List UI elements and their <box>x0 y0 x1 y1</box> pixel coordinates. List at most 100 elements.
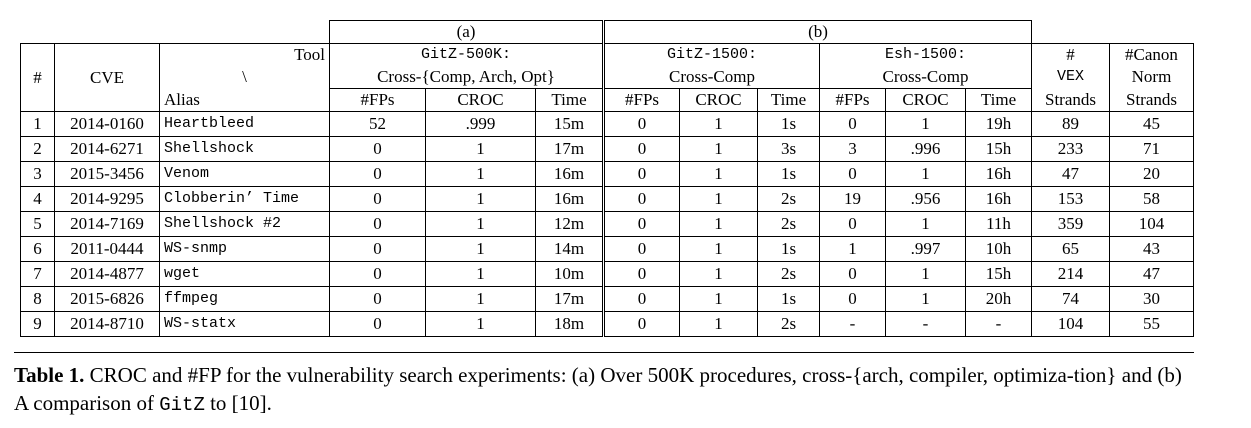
table-body: 1 2014-0160 Heartbleed 52.999 15m 0 1 1s 0 1 19h 89… <box>20 111 1194 337</box>
b-croc-cell: 1 <box>679 161 758 187</box>
b-fps-cell: 0 <box>602 111 680 137</box>
group-b-label: (b) <box>602 20 1032 44</box>
e-fps-cell: 0 <box>819 211 886 237</box>
a-croc-cell: 1 <box>425 186 536 212</box>
e-croc-cell: .956 <box>885 186 966 212</box>
group-a-label: (a) <box>329 20 604 44</box>
b-fps-cell: 0 <box>602 236 680 262</box>
table-row: 2 2014-6271 Shellshock 0 1 17m 0 1 3s 3.996 15h 233… <box>20 136 1194 162</box>
b-croc-cell: 1 <box>679 211 758 237</box>
vex-cell: 65 <box>1031 236 1110 262</box>
b-time-cell: 1s <box>757 236 820 262</box>
e-time-cell: 16h <box>965 186 1032 212</box>
header-row-3: Alias #FPs CROC Time #FPs CROC Time #FPs… <box>21 88 1194 112</box>
cve-cell: 2015-3456 <box>54 161 160 187</box>
gitz500k-desc: Cross-{Comp, Arch, Opt} <box>329 66 604 89</box>
row-number: 5 <box>20 211 55 237</box>
vex-cell: 153 <box>1031 186 1110 212</box>
a-time-header: Time <box>535 88 604 112</box>
b-time-cell: 3s <box>757 136 820 162</box>
b-time-header: Time <box>757 88 820 112</box>
b-fps-cell: 0 <box>602 311 680 337</box>
alias-cell: Clobberin’ Time <box>159 186 330 212</box>
e-croc-cell: .996 <box>885 136 966 162</box>
a-croc-cell: 1 <box>425 161 536 187</box>
a-time-cell: 18m <box>535 311 604 337</box>
b-fps-header: #FPs <box>602 88 680 112</box>
caption-text-1: CROC and #FP for the vulnerability searc… <box>14 363 1182 415</box>
vex-cell: 359 <box>1031 211 1110 237</box>
caption-gitz: GitZ <box>159 394 205 416</box>
a-time-cell: 12m <box>535 211 604 237</box>
e-fps-header: #FPs <box>819 88 886 112</box>
canon-cell: 71 <box>1109 136 1194 162</box>
alias-cell: wget <box>159 261 330 287</box>
e-time-cell: 20h <box>965 286 1032 312</box>
a-fps-header: #FPs <box>329 88 426 112</box>
canon-cell: 104 <box>1109 211 1194 237</box>
e-fps-cell: 1 <box>819 236 886 262</box>
canon-header-1: #Canon <box>1109 43 1194 66</box>
b-fps-cell: 0 <box>602 286 680 312</box>
e-croc-cell: 1 <box>885 111 966 137</box>
alias-cell: Heartbleed <box>159 111 330 137</box>
tool-header: Tool <box>159 43 330 66</box>
vex-header-2: VEX <box>1031 66 1110 89</box>
cve-cell: 2014-0160 <box>54 111 160 137</box>
vex-cell: 74 <box>1031 286 1110 312</box>
e-croc-cell: 1 <box>885 161 966 187</box>
e-croc-cell: 1 <box>885 286 966 312</box>
esh1500-header: Esh-1500: <box>819 43 1032 66</box>
backslash-header: \ <box>159 66 330 89</box>
cve-cell: 2014-6271 <box>54 136 160 162</box>
alias-cell: Shellshock #2 <box>159 211 330 237</box>
esh1500-desc: Cross-Comp <box>819 66 1032 89</box>
header-row-1: # CVE Tool GitZ-500K: GitZ-1500: Esh-150… <box>20 43 1194 112</box>
vex-cell: 233 <box>1031 136 1110 162</box>
a-fps-cell: 0 <box>329 311 426 337</box>
e-croc-cell: - <box>885 311 966 337</box>
results-table-container: (a) (b) # CVE Tool GitZ-500K: GitZ-1500:… <box>20 20 1194 337</box>
vex-cell: 214 <box>1031 261 1110 287</box>
e-fps-cell: - <box>819 311 886 337</box>
a-time-cell: 10m <box>535 261 604 287</box>
b-croc-header: CROC <box>679 88 758 112</box>
row-number: 8 <box>20 286 55 312</box>
row-number: 2 <box>20 136 55 162</box>
e-time-cell: 10h <box>965 236 1032 262</box>
results-table: (a) (b) # CVE Tool GitZ-500K: GitZ-1500:… <box>20 20 1194 337</box>
vex-cell: 104 <box>1031 311 1110 337</box>
caption-label: Table 1. <box>14 363 85 387</box>
row-number: 9 <box>20 311 55 337</box>
a-croc-cell: 1 <box>425 236 536 262</box>
e-time-cell: 16h <box>965 161 1032 187</box>
table-row: 6 2011-0444 WS-snmp 0 1 14m 0 1 1s 1.997 10h 65 43 <box>20 236 1194 262</box>
canon-cell: 55 <box>1109 311 1194 337</box>
gitz500k-header: GitZ-500K: <box>329 43 604 66</box>
a-fps-cell: 0 <box>329 211 426 237</box>
a-fps-cell: 52 <box>329 111 426 137</box>
row-number: 4 <box>20 186 55 212</box>
b-time-cell: 1s <box>757 286 820 312</box>
b-fps-cell: 0 <box>602 186 680 212</box>
a-time-cell: 16m <box>535 186 604 212</box>
cve-cell: 2011-0444 <box>54 236 160 262</box>
e-croc-cell: 1 <box>885 211 966 237</box>
b-time-cell: 2s <box>757 186 820 212</box>
canon-header-3: Strands <box>1109 88 1194 112</box>
canon-cell: 45 <box>1109 111 1194 137</box>
b-croc-cell: 1 <box>679 236 758 262</box>
canon-cell: 30 <box>1109 286 1194 312</box>
b-time-cell: 1s <box>757 111 820 137</box>
b-fps-cell: 0 <box>602 211 680 237</box>
a-fps-cell: 0 <box>329 161 426 187</box>
canon-cell: 43 <box>1109 236 1194 262</box>
a-croc-header: CROC <box>425 88 536 112</box>
e-croc-cell: .997 <box>885 236 966 262</box>
a-fps-cell: 0 <box>329 286 426 312</box>
e-fps-cell: 0 <box>819 161 886 187</box>
a-time-cell: 16m <box>535 161 604 187</box>
e-fps-cell: 3 <box>819 136 886 162</box>
row-number: 7 <box>20 261 55 287</box>
canon-cell: 47 <box>1109 261 1194 287</box>
